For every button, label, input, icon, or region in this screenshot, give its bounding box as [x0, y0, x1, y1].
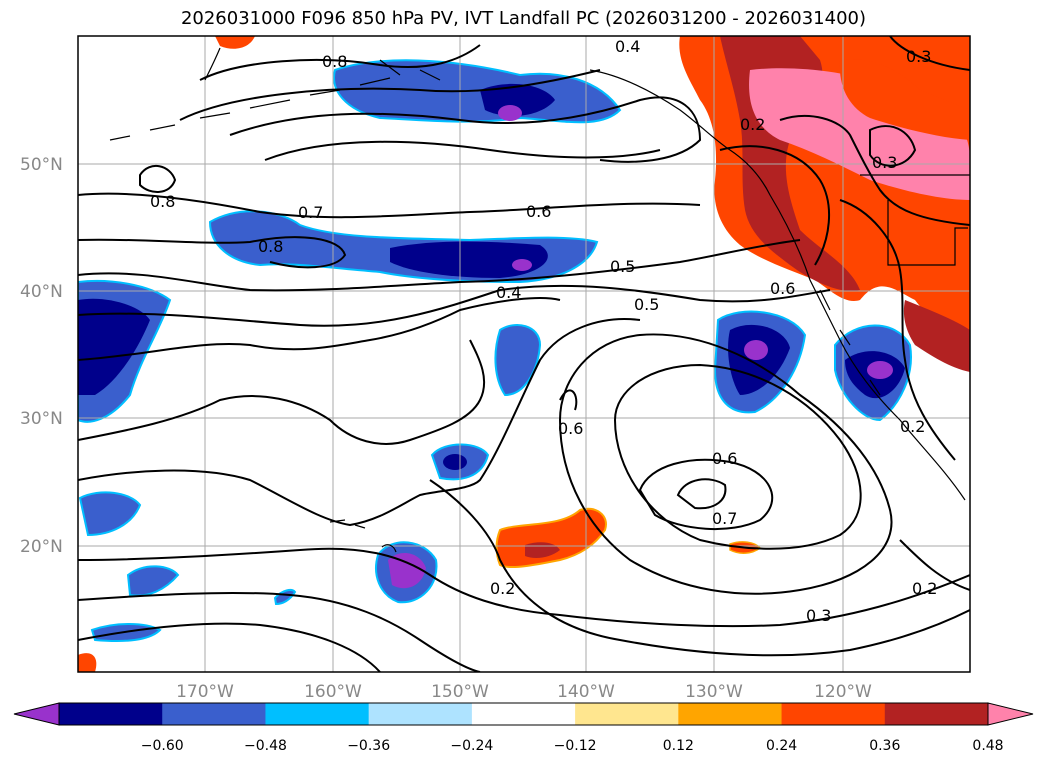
pv-contours	[78, 36, 970, 672]
contour-label: 0.4	[496, 283, 521, 302]
contour-label: 0.6	[526, 202, 551, 221]
lon-label: 130°W	[685, 682, 743, 702]
colorbar-segment	[471, 703, 576, 725]
contour-label: 0.4	[615, 37, 640, 56]
colorbar-tick-label: −0.48	[244, 738, 287, 754]
coastlines	[109, 47, 970, 553]
latitude-labels: 50°N 40°N 30°N 20°N	[20, 155, 63, 557]
lat-label: 20°N	[20, 537, 63, 557]
colorbar-extend-right	[987, 702, 1034, 726]
colorbar-tick-label: 0.12	[663, 738, 694, 754]
colorbar-extend-left	[13, 702, 60, 726]
map-plot-area: 0.8 0.8 0.8 0.7 0.6 0.5 0.4 0.5 0.6 0.6 …	[78, 36, 970, 672]
contour-label: 0.2	[740, 115, 765, 134]
lon-label: 120°W	[814, 682, 872, 702]
colorbar-segment	[781, 703, 886, 725]
contour-label: 0.7	[712, 509, 737, 528]
contour-label: 0.3	[806, 606, 831, 625]
contour-label: 0.5	[634, 295, 659, 314]
colorbar-frame	[58, 702, 989, 726]
lat-label: 40°N	[20, 282, 63, 302]
colorbar-tick-label: −0.60	[141, 738, 184, 754]
contour-label: 0.6	[712, 449, 737, 468]
lat-label: 30°N	[20, 409, 63, 429]
contour-label: 0.6	[558, 419, 583, 438]
lon-label: 150°W	[431, 682, 489, 702]
contour-label: 0.2	[490, 579, 515, 598]
colorbar-segment	[884, 703, 989, 725]
map-title: 2026031000 F096 850 hPa PV, IVT Landfall…	[180, 8, 867, 29]
colorbar-segment	[59, 703, 163, 725]
colorbar-segment	[575, 703, 679, 725]
contour-label: 0.2	[912, 579, 937, 598]
colorbar-tick-label: −0.24	[450, 738, 493, 754]
map-frame	[77, 35, 971, 673]
contour-labels: 0.8 0.8 0.8 0.7 0.6 0.5 0.4 0.5 0.6 0.6 …	[150, 37, 937, 625]
contour-label: 0.3	[872, 153, 897, 172]
lon-label: 170°W	[176, 682, 234, 702]
contour-label: 0.8	[150, 192, 175, 211]
colorbar-segment	[368, 703, 473, 725]
colorbar-segment	[162, 703, 266, 725]
contour-label: 0.6	[770, 279, 795, 298]
lon-label: 160°W	[304, 682, 362, 702]
colorbar-tick-label: 0.24	[766, 738, 797, 754]
colorbar-tick-label: 0.48	[972, 738, 1003, 754]
contour-label: 0.7	[298, 203, 323, 222]
lat-label: 50°N	[20, 155, 63, 175]
contour-label: 0.8	[258, 237, 283, 256]
graticule	[78, 36, 970, 672]
colorbar-segment	[678, 703, 783, 725]
contour-label: 0.3	[906, 47, 931, 66]
lon-label: 140°W	[557, 682, 615, 702]
colorbar-tick-label: 0.36	[869, 738, 900, 754]
contour-label: 0.5	[610, 257, 635, 276]
contour-label: 0.8	[322, 52, 347, 71]
colorbar: −0.60 −0.48 −0.36 −0.24 −0.12 0.12 0.24 0.36 0.4…	[13, 702, 1034, 754]
colorbar-tick-label: −0.12	[554, 738, 597, 754]
contour-label: 0.2	[900, 417, 925, 436]
colorbar-tick-label: −0.36	[347, 738, 390, 754]
colorbar-segment	[265, 703, 370, 725]
longitude-labels: 170°W 160°W 150°W 140°W 130°W 120°W	[176, 682, 872, 702]
